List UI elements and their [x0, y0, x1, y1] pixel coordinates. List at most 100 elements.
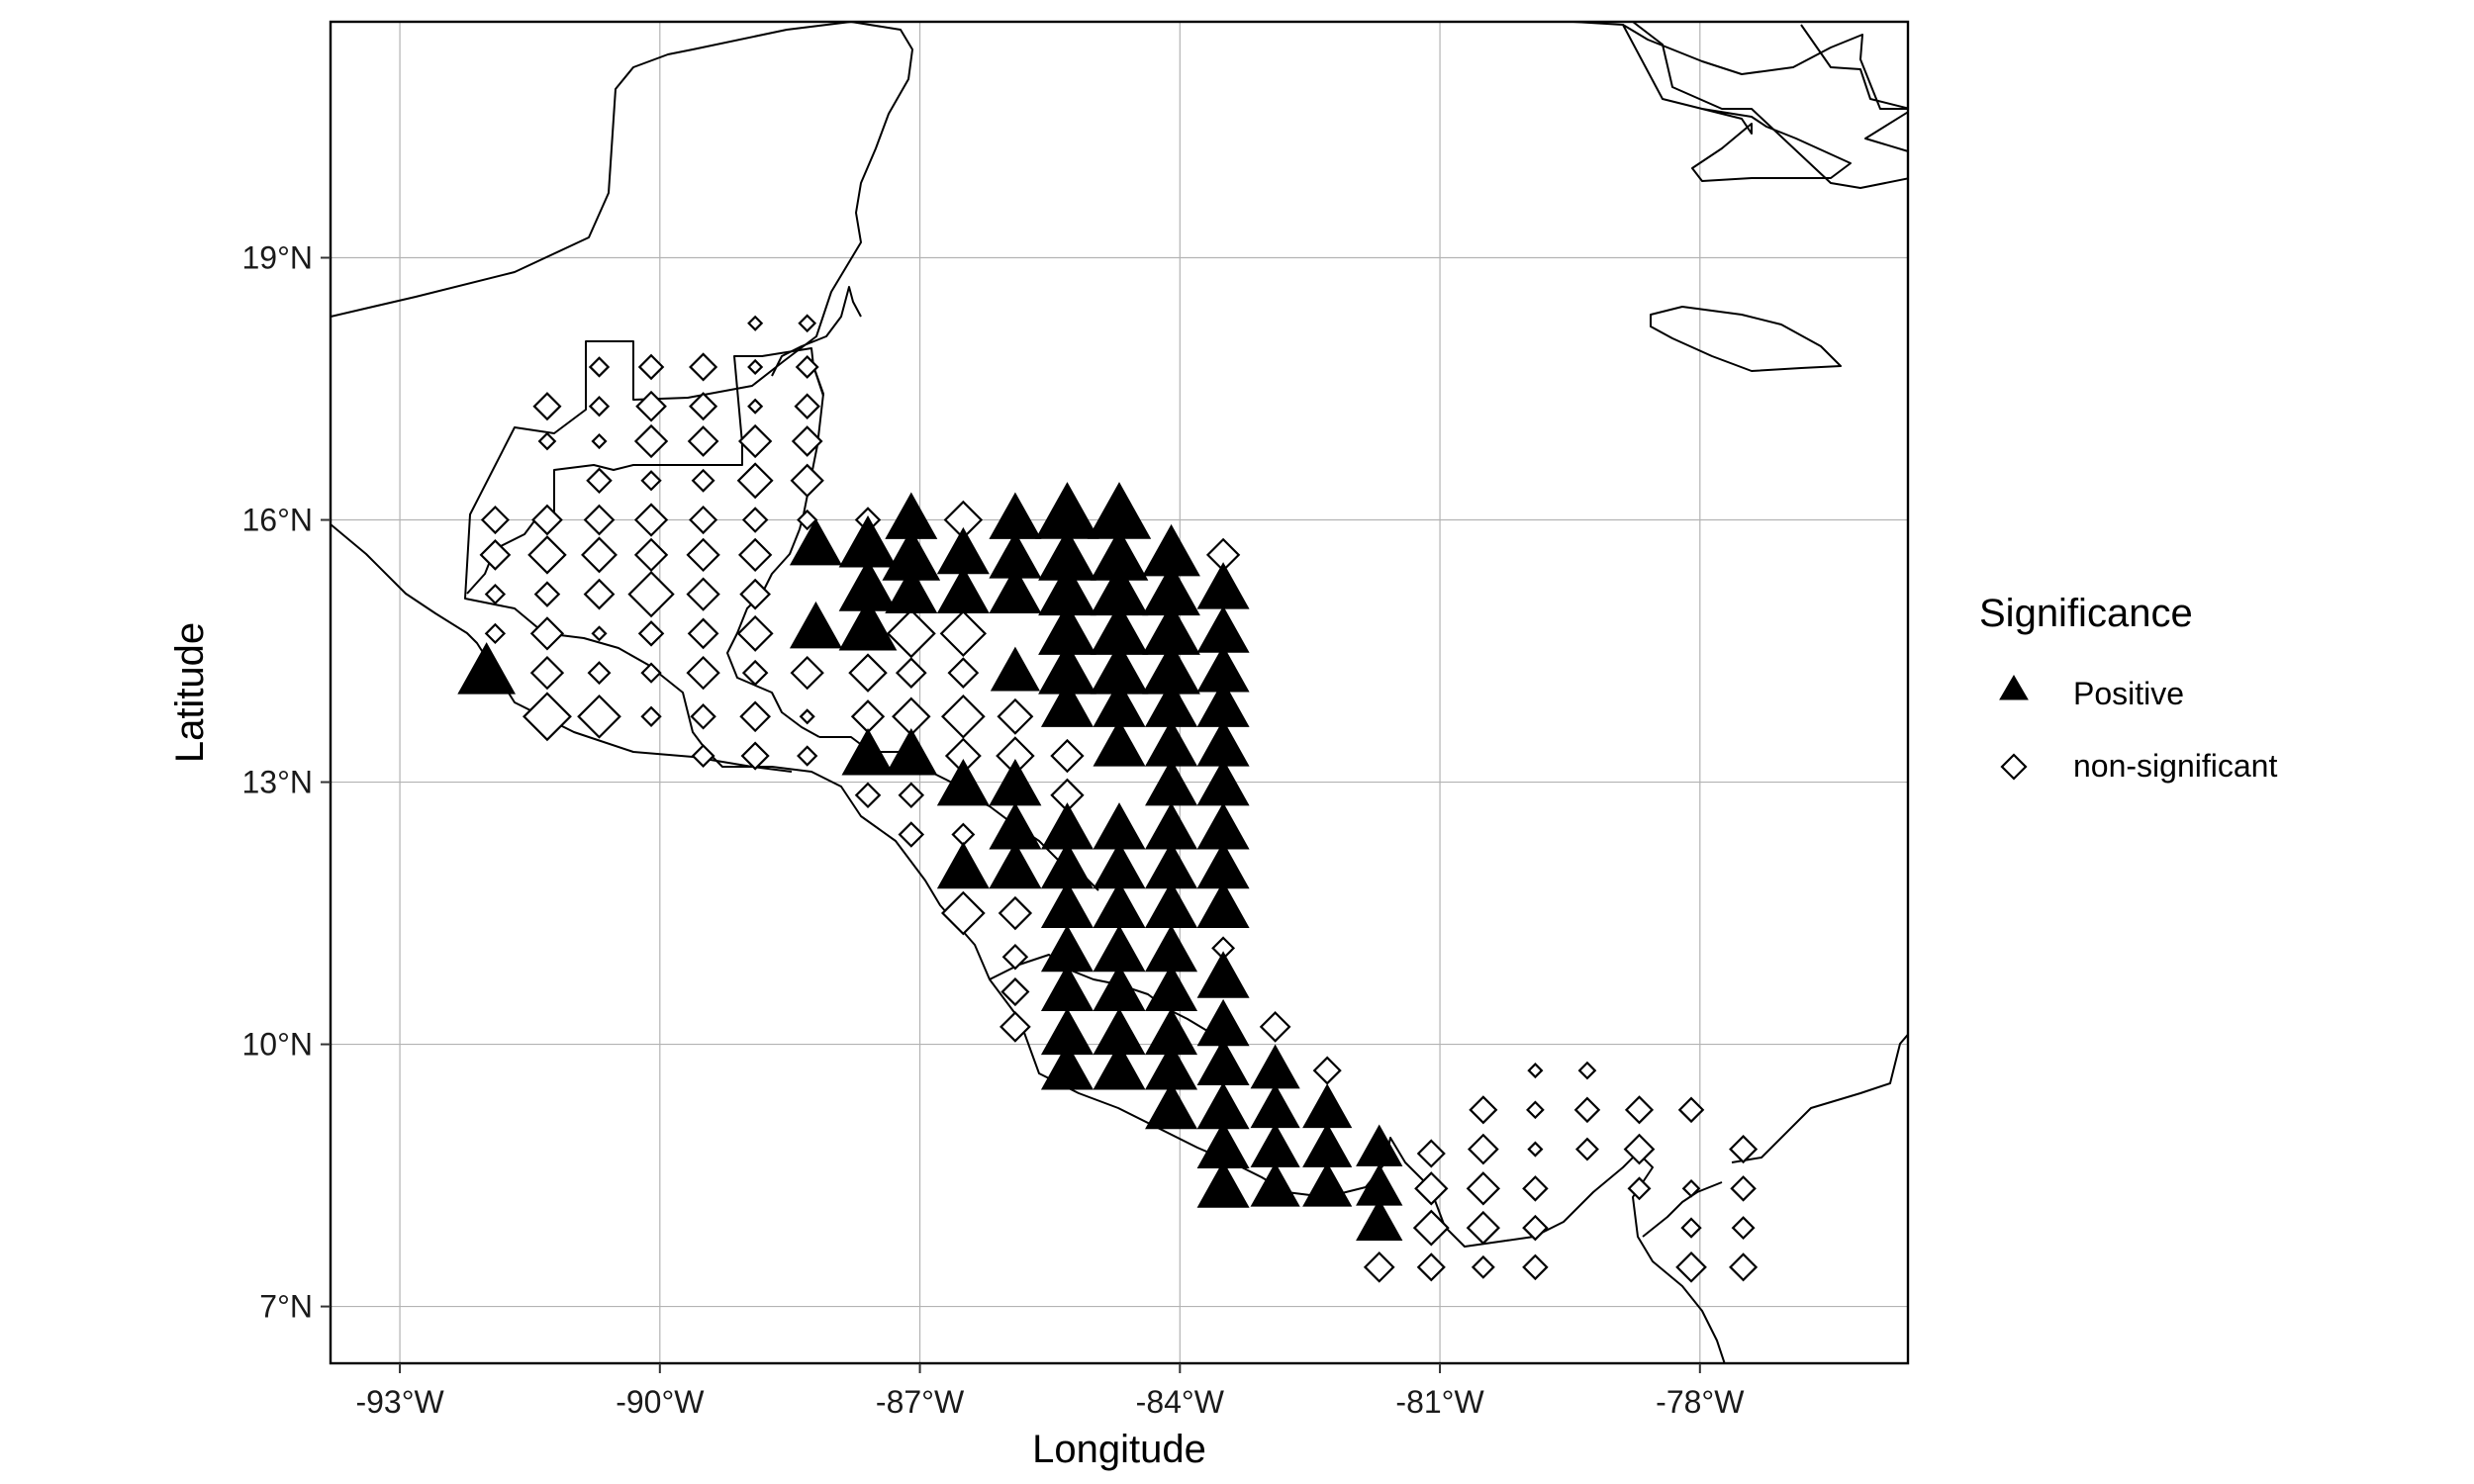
non-significant-point	[484, 583, 507, 605]
non-significant-point	[1522, 1175, 1549, 1202]
data-points	[457, 314, 1759, 1283]
legend-label-positive: Positive	[2073, 676, 2184, 711]
border-honduras-guatemala	[726, 528, 820, 738]
positive-point	[936, 841, 990, 889]
x-tick-label: -87°W	[876, 1384, 965, 1420]
positive-point	[1196, 1160, 1250, 1208]
non-significant-point	[947, 657, 980, 689]
positive-point	[936, 758, 990, 806]
non-significant-point	[591, 432, 608, 450]
non-significant-point	[687, 617, 719, 650]
non-significant-point	[940, 694, 986, 739]
non-significant-point	[790, 463, 824, 498]
non-significant-point	[532, 392, 562, 421]
non-significant-point	[588, 396, 611, 417]
non-significant-point	[691, 468, 715, 493]
non-significant-point	[577, 694, 621, 739]
positive-point	[885, 566, 938, 614]
non-significant-point	[640, 470, 662, 492]
non-significant-point	[635, 390, 667, 422]
plot-frame	[329, 20, 1910, 1365]
non-significant-point	[940, 890, 986, 936]
x-tick-label: -90°W	[616, 1384, 705, 1420]
non-significant-point	[1527, 1063, 1544, 1079]
non-significant-point	[1466, 1210, 1501, 1246]
non-significant-point	[854, 782, 882, 809]
cuba-coast	[1572, 22, 1852, 182]
non-significant-point	[687, 425, 719, 457]
non-significant-point	[640, 705, 662, 727]
non-significant-point	[686, 537, 720, 573]
haiti-coast	[1800, 24, 1908, 110]
non-significant-point	[1527, 1141, 1544, 1158]
non-significant-point	[799, 708, 815, 725]
x-tick-label: -84°W	[1136, 1384, 1225, 1420]
legend: Significance Positive non-significant	[1979, 592, 2277, 784]
cuba-coast-upper	[1622, 24, 1908, 110]
non-significant-point	[637, 620, 665, 647]
non-significant-point	[686, 577, 720, 611]
non-significant-point	[898, 821, 925, 848]
non-significant-point	[691, 744, 715, 769]
positive-point	[1145, 881, 1198, 929]
non-significant-point	[797, 509, 818, 531]
non-significant-point	[998, 895, 1033, 931]
positive-point	[1302, 1161, 1353, 1207]
positive-point	[1196, 562, 1250, 609]
non-significant-point	[689, 352, 718, 382]
non-significant-point	[1677, 1096, 1705, 1124]
coastline-caribbean	[1731, 1033, 1908, 1163]
non-significant-point	[736, 614, 774, 652]
legend-key-nonsignificant-icon	[2000, 753, 2028, 781]
non-significant-point	[581, 536, 618, 574]
gridlines	[331, 22, 1908, 1363]
non-significant-point	[747, 315, 764, 331]
non-significant-point	[1469, 1095, 1498, 1125]
positive-point	[1250, 1083, 1300, 1129]
non-significant-point	[583, 504, 616, 536]
non-significant-point	[1729, 1135, 1759, 1164]
non-significant-point	[480, 505, 510, 535]
non-significant-point	[747, 358, 764, 375]
y-tick-label: 16°N	[242, 503, 314, 538]
non-significant-point	[1623, 1133, 1656, 1165]
non-significant-point	[1627, 1176, 1652, 1201]
y-axis-ticks: 7°N 10°N 13°N 16°N 19°N	[242, 240, 331, 1325]
non-significant-point	[1414, 1171, 1449, 1206]
positive-point	[989, 841, 1042, 889]
non-significant-point	[1573, 1096, 1601, 1124]
positive-point	[1040, 964, 1094, 1011]
positive-point	[1040, 680, 1094, 727]
positive-point	[1356, 1198, 1403, 1241]
positive-point	[1040, 881, 1094, 929]
non-significant-point	[533, 581, 561, 607]
non-significant-point	[588, 356, 611, 378]
non-significant-point	[848, 653, 888, 693]
positive-point	[789, 518, 842, 566]
non-significant-point	[797, 745, 818, 767]
positive-point	[1145, 964, 1198, 1011]
positive-point	[1250, 1044, 1300, 1089]
non-significant-point	[633, 423, 669, 459]
positive-point	[457, 642, 517, 695]
legend-label-nonsignificant: non-significant	[2073, 748, 2277, 784]
non-significant-point	[997, 697, 1034, 735]
positive-point	[1040, 1043, 1094, 1090]
positive-point	[990, 646, 1040, 692]
positive-point	[1093, 1043, 1146, 1090]
positive-point	[1250, 1123, 1300, 1167]
positive-point	[1196, 951, 1250, 998]
non-significant-point	[886, 608, 936, 659]
non-significant-point	[951, 822, 976, 847]
non-significant-point	[741, 659, 769, 687]
non-significant-point	[740, 741, 770, 771]
non-significant-point	[737, 423, 773, 459]
y-tick-label: 13°N	[242, 765, 314, 800]
x-tick-label: -78°W	[1656, 1384, 1745, 1420]
non-significant-point	[690, 703, 716, 730]
positive-point	[838, 598, 898, 651]
non-significant-point	[895, 657, 927, 689]
non-significant-point	[531, 504, 563, 536]
non-significant-point	[1416, 1252, 1446, 1282]
